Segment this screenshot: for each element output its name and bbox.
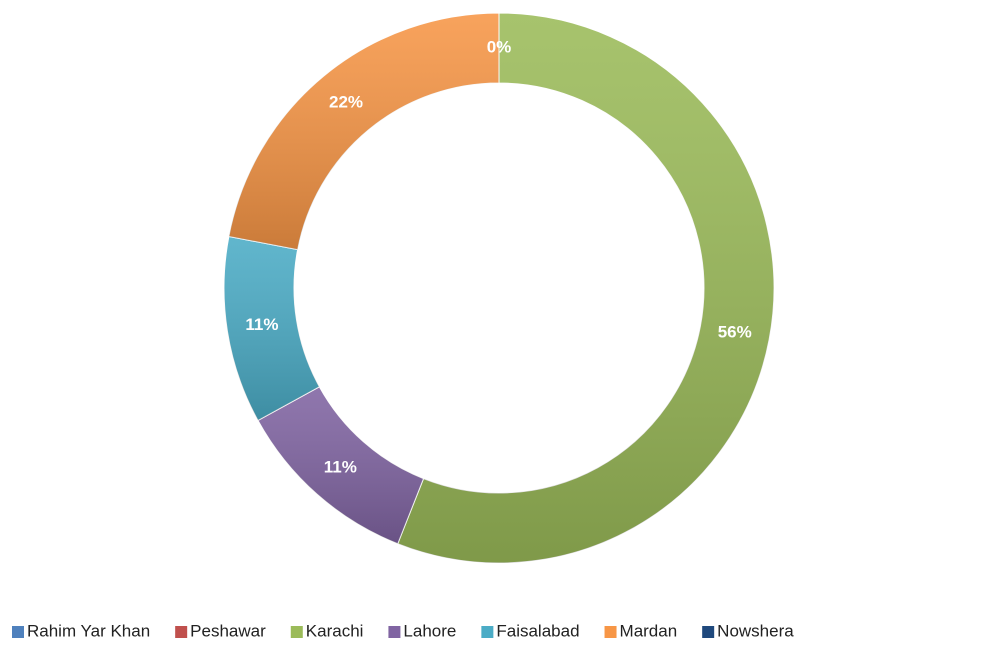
slice-shade <box>228 13 499 250</box>
legend-swatch <box>388 626 401 638</box>
legend-swatch <box>12 626 24 638</box>
legend-swatch <box>702 626 715 638</box>
slice-group <box>223 235 321 422</box>
legend-swatch <box>481 626 494 638</box>
slice-group <box>228 12 500 251</box>
data-label: 11% <box>324 458 357 477</box>
slice-group <box>397 12 775 564</box>
data-label: 22% <box>329 93 363 112</box>
legend-label: Rahim Yar Khan <box>27 621 150 640</box>
legend-label: Faisalabad <box>496 621 579 640</box>
legend-label: Nowshera <box>717 621 794 640</box>
slice-shade <box>397 13 774 563</box>
legend-swatch <box>175 626 188 638</box>
data-label: 11% <box>245 315 278 334</box>
legend-label: Karachi <box>306 621 364 640</box>
legend-label: Peshawar <box>190 621 266 640</box>
data-label: 56% <box>718 322 752 341</box>
legend-label: Mardan <box>620 621 678 640</box>
data-label: 0% <box>487 37 512 56</box>
legend-label: Lahore <box>403 621 456 640</box>
legend-swatch <box>604 626 617 638</box>
slice-shade <box>224 236 320 421</box>
legend-swatch <box>290 626 303 638</box>
slice-shade <box>258 386 424 544</box>
